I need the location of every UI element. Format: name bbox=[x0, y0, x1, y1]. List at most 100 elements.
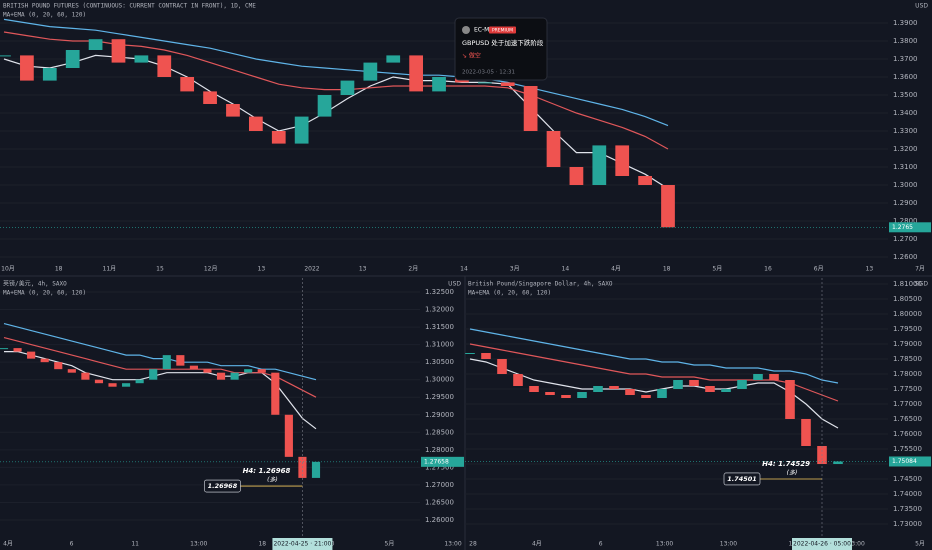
candle-body bbox=[284, 414, 293, 457]
popup-headline: GBPUSD 处于加速下跌阶段 bbox=[462, 38, 544, 47]
popup-author: EC-M bbox=[474, 27, 489, 34]
candle-body bbox=[180, 77, 195, 92]
x-tick-label: 12月 bbox=[204, 266, 218, 273]
y-tick-label: 1.3300 bbox=[893, 127, 918, 135]
y-tick-label: 1.74000 bbox=[893, 490, 922, 498]
x-tick-label: 4月 bbox=[611, 266, 621, 273]
candle-body bbox=[546, 131, 561, 167]
x-tick-label: 14 bbox=[460, 266, 468, 273]
candle-body bbox=[0, 55, 11, 57]
candle-body bbox=[67, 369, 76, 373]
candle-body bbox=[54, 362, 63, 370]
candle-body bbox=[737, 380, 747, 389]
last-price-label: 1.2765 bbox=[892, 224, 913, 231]
x-tick-label: 2022 bbox=[304, 266, 319, 273]
candle-body bbox=[111, 39, 126, 63]
candle-body bbox=[27, 351, 36, 359]
x-tick-label: 6 bbox=[599, 541, 603, 548]
y-tick-label: 1.3900 bbox=[893, 19, 918, 27]
y-tick-label: 1.78000 bbox=[893, 370, 922, 378]
popup-time: 2022-03-05 · 12:31 bbox=[462, 70, 515, 76]
x-tick-label: 18 bbox=[258, 541, 266, 548]
y-tick-label: 1.79500 bbox=[893, 325, 922, 333]
candle-body bbox=[592, 145, 607, 185]
y-tick-label: 1.2700 bbox=[893, 235, 918, 243]
candle-body bbox=[657, 389, 667, 398]
y-tick-label: 1.30000 bbox=[425, 376, 454, 384]
x-tick-label: 13 bbox=[866, 266, 874, 273]
chart-title: British Pound/Singapore Dollar, 4h, SAXO bbox=[468, 281, 613, 288]
ma-line bbox=[3, 18, 669, 127]
x-tick-label: 13:00 bbox=[847, 541, 864, 548]
candle-body bbox=[122, 383, 131, 387]
x-tick-label: 7月 bbox=[915, 266, 925, 273]
y-tick-label: 1.2800 bbox=[893, 217, 918, 225]
ma-line bbox=[4, 351, 317, 430]
y-tick-label: 1.81000 bbox=[893, 280, 922, 288]
candle-body bbox=[386, 55, 401, 63]
y-tick-label: 1.73500 bbox=[893, 505, 922, 513]
annotation-side: (多) bbox=[267, 476, 278, 484]
x-tick-label: 2月 bbox=[408, 266, 418, 273]
candle-body bbox=[244, 369, 253, 373]
candle-body bbox=[641, 395, 651, 398]
y-tick-label: 1.3700 bbox=[893, 55, 918, 63]
x-tick-label: 11月 bbox=[103, 266, 117, 273]
indicator: MA+EMA (0, 20, 60, 120) bbox=[3, 12, 86, 19]
candle-body bbox=[801, 419, 811, 446]
avatar bbox=[462, 26, 470, 34]
candle-body bbox=[135, 379, 144, 384]
annotation-price: 1.26968 bbox=[208, 482, 238, 490]
annotation-box bbox=[204, 479, 241, 493]
x-tick-label: 13 bbox=[359, 266, 367, 273]
y-tick-label: 1.26000 bbox=[425, 516, 454, 524]
candle-body bbox=[577, 392, 587, 398]
cursor-time: 2022-04-26 · 05:00 bbox=[793, 541, 851, 548]
ma-line bbox=[3, 337, 317, 398]
candle-body bbox=[226, 104, 240, 117]
candle-body bbox=[40, 358, 49, 363]
indicator: MA+EMA (0, 20, 60, 120) bbox=[3, 290, 86, 297]
candle-body bbox=[513, 374, 523, 386]
candle-body bbox=[609, 386, 619, 389]
candle-body bbox=[625, 389, 635, 395]
badge-box bbox=[489, 26, 516, 34]
popup: EC-M PREMIUM GBPUSD 处于加速下跌阶段 ↘ 做空 2022-0… bbox=[454, 17, 548, 81]
last-price-box bbox=[889, 456, 931, 467]
x-tick-label: 13:00 bbox=[444, 541, 461, 548]
x-tick-label: 13 bbox=[258, 266, 266, 273]
candle-body bbox=[176, 355, 185, 366]
candle-body bbox=[500, 82, 515, 86]
candle-body bbox=[545, 392, 555, 395]
candle-body bbox=[753, 374, 763, 380]
y-tick-label: 1.76000 bbox=[893, 430, 922, 438]
y-tick-label: 1.29000 bbox=[425, 411, 454, 419]
annotation-box bbox=[723, 472, 761, 486]
annotation-text: H4: 1.26968 bbox=[243, 467, 291, 475]
x-tick-label: 15 bbox=[156, 266, 164, 273]
currency: USD bbox=[448, 281, 461, 288]
candle-body bbox=[363, 62, 378, 81]
candle-body bbox=[0, 348, 9, 350]
candle-body bbox=[340, 80, 355, 95]
candle-body bbox=[149, 369, 158, 380]
cursor-time-box bbox=[272, 538, 333, 550]
x-tick-label: 13:00 bbox=[720, 541, 737, 548]
candle-body bbox=[477, 82, 492, 84]
candle-body bbox=[134, 55, 149, 63]
y-tick-label: 1.3400 bbox=[893, 109, 918, 117]
y-tick-label: 1.31500 bbox=[425, 323, 454, 331]
candle-body bbox=[88, 39, 103, 50]
y-tick-label: 1.27500 bbox=[425, 463, 454, 471]
y-tick-label: 1.3600 bbox=[893, 73, 918, 81]
candle-body bbox=[311, 461, 321, 478]
y-tick-label: 1.80000 bbox=[893, 310, 922, 318]
candle-body bbox=[257, 369, 266, 373]
candle-body bbox=[162, 355, 171, 370]
candle-body bbox=[569, 167, 584, 185]
candle-body bbox=[593, 386, 603, 392]
candle-body bbox=[94, 379, 104, 384]
y-tick-label: 1.77000 bbox=[893, 400, 922, 408]
